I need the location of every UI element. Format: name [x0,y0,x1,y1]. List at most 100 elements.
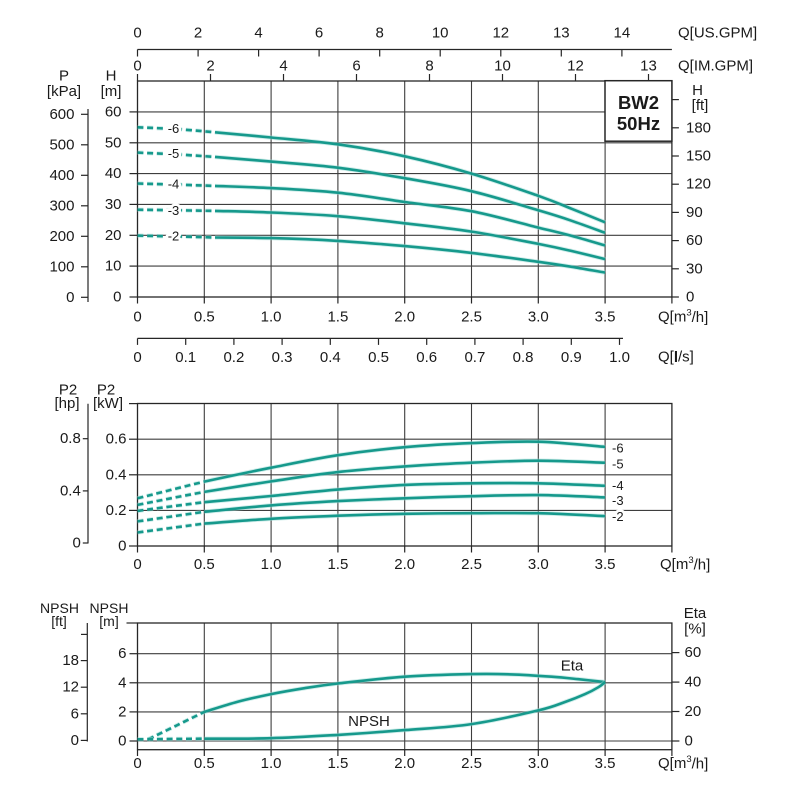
svg-text:0: 0 [133,25,141,42]
svg-text:60: 60 [685,644,702,661]
svg-text:0.9: 0.9 [561,349,582,366]
svg-text:P2: P2 [59,382,77,399]
svg-text:0.6: 0.6 [106,431,127,448]
svg-text:0.7: 0.7 [464,349,485,366]
svg-text:4: 4 [279,58,287,75]
svg-text:13: 13 [640,58,657,75]
svg-text:6: 6 [315,25,323,42]
svg-text:0: 0 [72,535,80,552]
svg-text:1.0: 1.0 [261,309,282,326]
svg-text:Eta: Eta [561,658,584,675]
svg-text:100: 100 [49,258,74,275]
svg-text:2.0: 2.0 [394,556,415,573]
svg-text:1.0: 1.0 [261,556,282,573]
svg-text:Q[US.GPM]: Q[US.GPM] [678,25,757,42]
svg-text:50Hz: 50Hz [617,113,660,134]
svg-text:-3: -3 [612,493,624,508]
svg-text:2.0: 2.0 [394,755,415,772]
svg-text:12: 12 [492,25,509,42]
svg-text:2.5: 2.5 [461,309,482,326]
svg-text:400: 400 [49,167,74,184]
svg-text:0.8: 0.8 [513,349,534,366]
svg-text:0.4: 0.4 [320,349,341,366]
svg-text:Q[m3/h]: Q[m3/h] [660,555,710,573]
svg-text:60: 60 [686,232,703,249]
svg-text:3.5: 3.5 [595,309,616,326]
svg-text:4: 4 [118,674,126,691]
svg-text:0.2: 0.2 [106,502,127,519]
svg-text:8: 8 [425,58,433,75]
svg-text:2: 2 [206,58,214,75]
svg-text:-4: -4 [168,177,180,192]
svg-text:0: 0 [133,58,141,75]
svg-text:NPSH: NPSH [90,600,129,616]
svg-text:300: 300 [49,197,74,214]
svg-text:20: 20 [685,703,702,720]
svg-text:0.3: 0.3 [272,349,293,366]
svg-text:0.5: 0.5 [194,556,215,573]
svg-text:6: 6 [352,58,360,75]
svg-text:30: 30 [105,196,122,213]
svg-text:180: 180 [686,119,711,136]
svg-text:BW2: BW2 [618,92,659,113]
svg-text:2: 2 [118,703,126,720]
svg-text:0: 0 [686,289,694,306]
svg-text:1.5: 1.5 [327,309,348,326]
svg-text:[m]: [m] [99,613,118,629]
svg-text:0: 0 [133,556,141,573]
svg-text:0.5: 0.5 [368,349,389,366]
svg-text:0.5: 0.5 [194,755,215,772]
svg-text:[hp]: [hp] [54,395,79,412]
svg-text:H: H [692,82,703,99]
svg-text:Eta: Eta [684,605,707,622]
svg-text:-5: -5 [612,457,624,472]
svg-text:90: 90 [686,204,703,221]
svg-text:0: 0 [71,732,79,749]
svg-text:-4: -4 [612,478,624,493]
svg-text:0.1: 0.1 [175,349,196,366]
svg-text:0: 0 [118,538,126,555]
svg-text:3.5: 3.5 [595,556,616,573]
svg-text:0.5: 0.5 [194,309,215,326]
svg-text:10: 10 [105,258,122,275]
svg-text:50: 50 [105,134,122,151]
svg-text:120: 120 [686,176,711,193]
svg-text:13: 13 [553,25,570,42]
svg-text:P2: P2 [97,382,115,399]
svg-text:0: 0 [685,733,693,750]
svg-text:P: P [59,68,69,85]
svg-text:[ft]: [ft] [692,97,709,114]
svg-text:-2: -2 [612,509,624,524]
svg-text:0.4: 0.4 [60,482,81,499]
svg-text:0: 0 [133,755,141,772]
svg-text:6: 6 [71,705,79,722]
svg-text:10: 10 [494,58,511,75]
svg-text:0.2: 0.2 [223,349,244,366]
svg-text:40: 40 [105,165,122,182]
svg-text:2.5: 2.5 [461,556,482,573]
svg-text:1.5: 1.5 [327,556,348,573]
svg-text:20: 20 [105,227,122,244]
svg-text:6: 6 [118,645,126,662]
svg-text:1.0: 1.0 [261,755,282,772]
svg-text:3.0: 3.0 [528,755,549,772]
svg-text:[kPa]: [kPa] [47,83,81,100]
svg-text:18: 18 [62,652,79,669]
svg-text:30: 30 [686,260,703,277]
svg-text:-5: -5 [168,146,180,161]
svg-text:[m]: [m] [101,83,122,100]
svg-text:2.5: 2.5 [461,755,482,772]
svg-text:600: 600 [49,106,74,123]
svg-text:8: 8 [376,25,384,42]
svg-text:H: H [106,68,117,85]
svg-text:3.0: 3.0 [528,556,549,573]
svg-text:60: 60 [105,103,122,120]
svg-text:-2: -2 [168,229,180,244]
svg-text:12: 12 [567,58,584,75]
svg-text:[kW]: [kW] [93,395,123,412]
svg-text:-3: -3 [168,203,180,218]
svg-text:0: 0 [118,733,126,750]
svg-text:4: 4 [254,25,262,42]
svg-text:Q[IM.GPM]: Q[IM.GPM] [678,58,753,75]
svg-text:0.4: 0.4 [106,466,127,483]
